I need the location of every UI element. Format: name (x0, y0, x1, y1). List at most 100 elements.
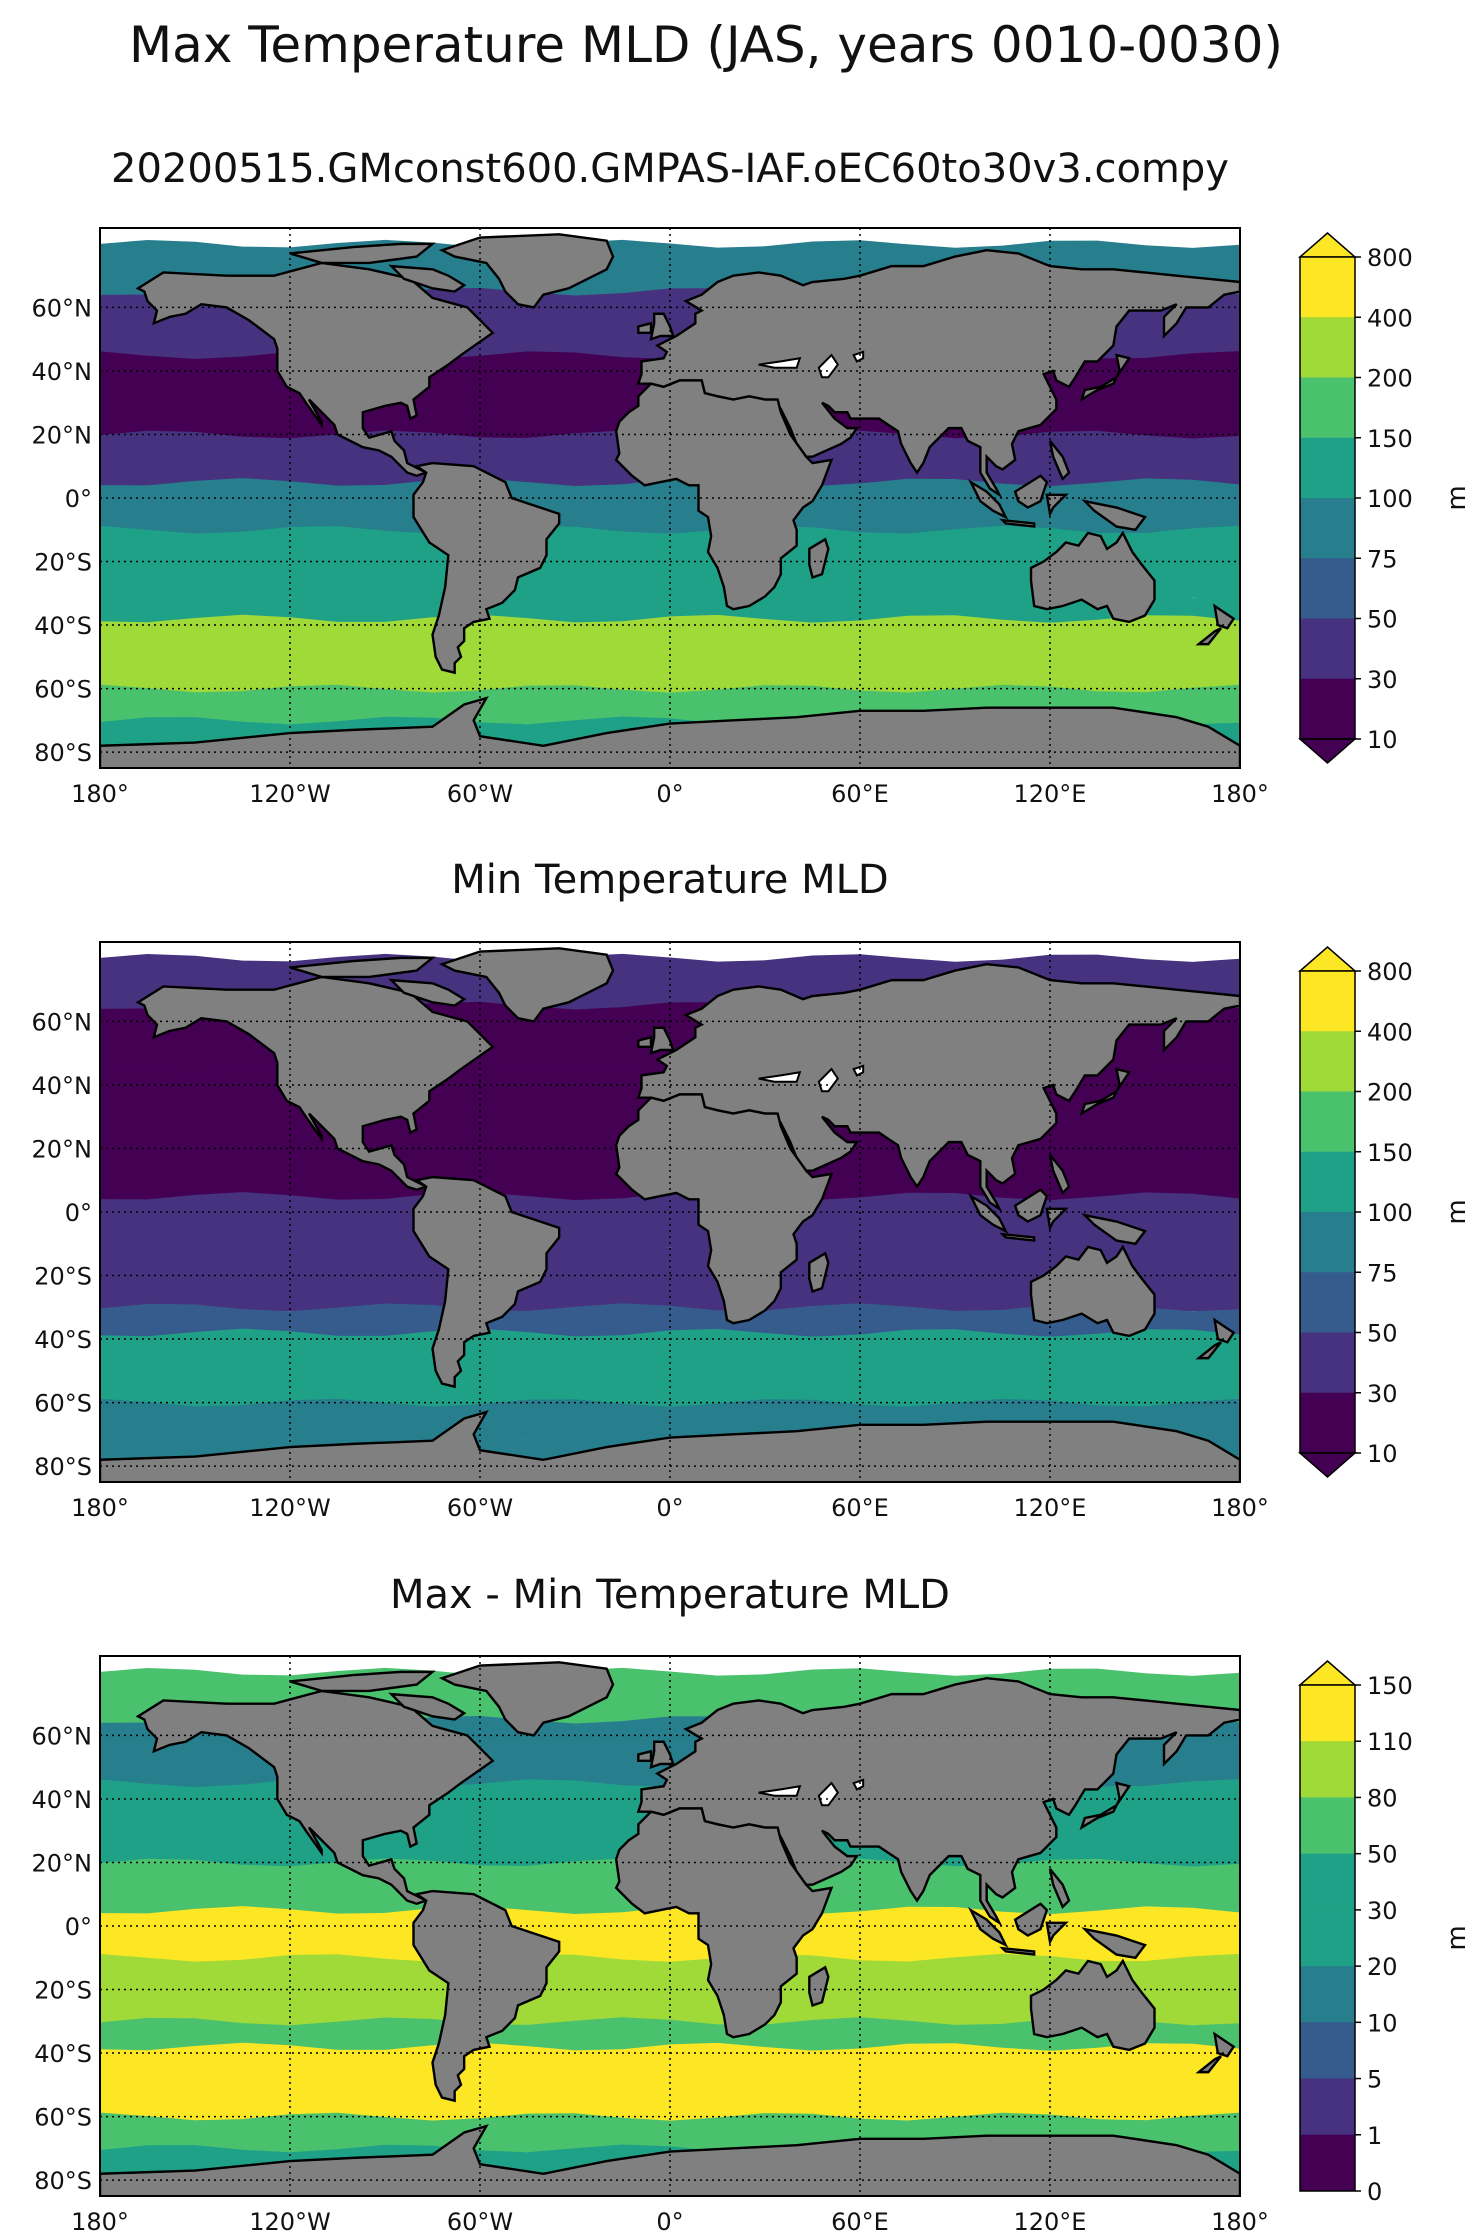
y-tick-label: 20°N (32, 421, 93, 449)
y-tick-label: 80°S (34, 2167, 92, 2195)
colorbar-segment (1300, 1151, 1355, 1213)
gridlines (100, 228, 1240, 768)
ocean-band (100, 614, 1240, 693)
panel-title: Min Temperature MLD (451, 857, 888, 903)
colorbar-segment (1300, 1853, 1355, 1911)
colorbar-tick-label: 200 (1367, 1079, 1413, 1107)
colorbar-tick-label: 30 (1367, 666, 1398, 694)
colorbar-segment (1300, 1685, 1355, 1742)
y-tick-label: 40°S (34, 1326, 92, 1354)
y-tick-label: 40°S (34, 612, 92, 640)
x-tick-label: 180° (71, 780, 129, 808)
colorbar-tick-label: 110 (1367, 1728, 1413, 1756)
y-tick-label: 40°N (32, 1072, 93, 1100)
colorbar-segment (1300, 1797, 1355, 1855)
y-tick-label: 60°N (32, 1722, 93, 1750)
colorbar-tick-label: 100 (1367, 1199, 1413, 1227)
x-tick-label: 120°W (249, 2208, 331, 2235)
colorbar-tick-label: 20 (1367, 1953, 1398, 1981)
panel-max-mld: 180° 120°W 60°W 0° 60°E 120°E 180° 60°N 40°N 20°N… (32, 227, 1472, 808)
colorbar-segment (1300, 1909, 1355, 1967)
y-tick-label: 20°N (32, 1849, 93, 1877)
y-tick-label: 20°S (34, 1977, 92, 2005)
colorbar-tick-label: 30 (1367, 1380, 1398, 1408)
y-tick-label: 60°S (34, 2104, 92, 2132)
colorbar-segment (1300, 1212, 1355, 1273)
colorbar-tick-label: 150 (1367, 425, 1413, 453)
map-frame (99, 941, 1241, 1483)
colorbar-segment (1300, 1091, 1355, 1153)
map-area: 180° 120°W 60°W 0° 60°E 120°E 180° 60°N 40°N 20°N… (32, 1655, 1269, 2235)
x-tick-label: 120°W (249, 1494, 331, 1522)
y-tick-label: 40°N (32, 358, 93, 386)
map-frame (99, 227, 1241, 769)
colorbar-tick-label: 75 (1367, 1259, 1398, 1287)
colorbar-segment (1300, 1741, 1355, 1798)
x-tick-label: 180° (71, 1494, 129, 1522)
ocean-band (100, 1328, 1240, 1407)
y-tick-label: 40°S (34, 2040, 92, 2068)
gridlines (100, 942, 1240, 1482)
map-area: 180° 120°W 60°W 0° 60°E 120°E 180° 60°N 40°N 20°N… (32, 941, 1269, 1522)
y-tick-label: 0° (65, 1913, 92, 1941)
y-tick-label: 20°S (34, 549, 92, 577)
colorbar-segment (1300, 678, 1355, 740)
x-tick-label: 60°W (447, 780, 513, 808)
x-tick-label: 60°E (831, 1494, 889, 1522)
colorbar-segment (1300, 2078, 1355, 2136)
colorbar-tick-label: 50 (1367, 1320, 1398, 1348)
colorbar: 800 400 200 150 100 75 50 30 10 m (1298, 946, 1472, 1478)
x-tick-label: 60°E (831, 780, 889, 808)
x-tick-label: 120°E (1014, 2208, 1087, 2235)
x-tick-label: 0° (656, 1494, 683, 1522)
colorbar-extend-min (1298, 738, 1357, 764)
colorbar-tick-label: 10 (1367, 726, 1398, 754)
colorbar-tick-label: 80 (1367, 1784, 1398, 1812)
x-tick-label: 180° (1211, 1494, 1269, 1522)
map-frame (99, 1655, 1241, 2197)
colorbar-segment (1300, 1031, 1355, 1092)
panel-title: Max - Min Temperature MLD (390, 1572, 950, 1618)
map-area: 180° 120°W 60°W 0° 60°E 120°E 180° 60°N 40°N 20°N… (32, 227, 1269, 808)
y-tick-label: 0° (65, 1199, 92, 1227)
x-tick-label: 120°W (249, 780, 331, 808)
run-name-title: 20200515.GMconst600.GMPAS-IAF.oEC60to30v… (111, 146, 1229, 192)
colorbar: 800 400 200 150 100 75 50 30 10 m (1298, 232, 1472, 764)
colorbar-tick-label: 30 (1367, 1897, 1398, 1925)
y-tick-label: 20°N (32, 1135, 93, 1163)
colorbar-segment (1300, 437, 1355, 499)
x-tick-label: 0° (656, 780, 683, 808)
x-tick-label: 60°E (831, 2208, 889, 2235)
colorbar-tick-label: 50 (1367, 1841, 1398, 1869)
y-tick-label: 60°S (34, 676, 92, 704)
colorbar-tick-label: 100 (1367, 485, 1413, 513)
colorbar-label: m (1442, 1925, 1472, 1950)
colorbar-extend-max (1298, 1660, 1357, 1686)
colorbar-tick-label: 1 (1367, 2122, 1382, 2150)
colorbar-segment (1300, 257, 1355, 318)
y-tick-label: 60°N (32, 294, 93, 322)
y-tick-label: 80°S (34, 1453, 92, 1481)
colorbar-tick-label: 800 (1367, 244, 1413, 272)
figure-title: Max Temperature MLD (JAS, years 0010-003… (129, 16, 1283, 74)
colorbar-extend-max (1298, 946, 1357, 972)
colorbar-tick-label: 5 (1367, 2066, 1382, 2094)
colorbar-segment (1300, 2134, 1355, 2192)
y-tick-label: 20°S (34, 1263, 92, 1291)
colorbar-tick-label: 10 (1367, 1440, 1398, 1468)
y-tick-label: 0° (65, 485, 92, 513)
y-tick-label: 80°S (34, 739, 92, 767)
colorbar-tick-label: 0 (1367, 2178, 1382, 2206)
x-tick-label: 120°E (1014, 1494, 1087, 1522)
panel-max-min-diff: Max - Min Temperature MLD 180° 120°W 60°W 0… (32, 1572, 1472, 2235)
colorbar-segment (1300, 971, 1355, 1032)
x-tick-label: 180° (1211, 780, 1269, 808)
colorbar-tick-label: 400 (1367, 1018, 1413, 1046)
colorbar-label: m (1442, 1199, 1472, 1224)
x-tick-label: 60°W (447, 1494, 513, 1522)
colorbar-segment (1300, 1332, 1355, 1394)
colorbar-segment (1300, 317, 1355, 378)
colorbar-segment (1300, 1392, 1355, 1454)
